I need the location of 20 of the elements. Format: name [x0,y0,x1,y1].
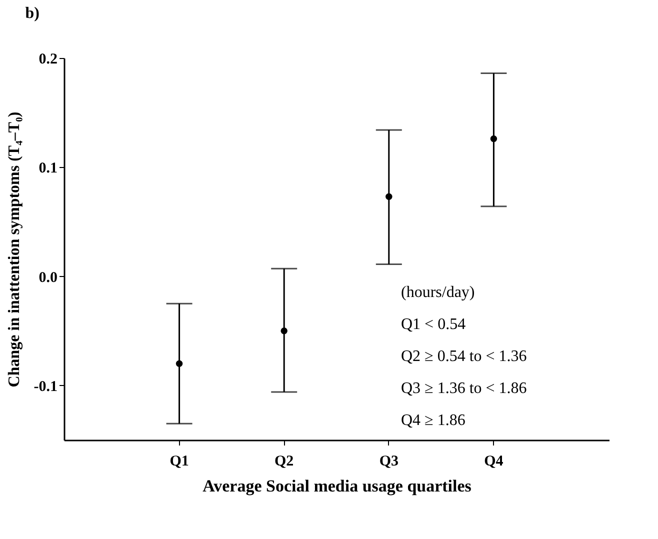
y-axis-title: Change in inattention symptoms (T₄–T₀) [6,112,23,388]
y-tick-label: 0.1 [38,160,58,177]
y-tick-label: 0.2 [38,52,58,68]
annotation: Q4 ≥ 1.86 [401,412,466,429]
x-axis-title: Average Social media usage quartiles [202,476,472,496]
annotation: Q1 < 0.54 [401,316,466,333]
point [280,328,288,334]
annotation: Q3 ≥ 1.36 to < 1.86 [401,380,527,397]
chart-title: b) [25,5,40,22]
point [176,360,183,367]
annotation: (hours/day) [401,284,475,301]
x-tick-label: Q4 [484,454,504,470]
x-tick-label: Q3 [379,454,398,470]
x-tick-label: Q1 [170,454,189,470]
point [386,193,392,200]
y-tick-label: 0.0 [38,270,58,286]
point [490,135,498,142]
x-tick-label: Q2 [274,454,294,470]
annotation: Q2 ≥ 0.54 to < 1.36 [401,348,527,365]
y-tick-label: -0.1 [34,378,58,395]
